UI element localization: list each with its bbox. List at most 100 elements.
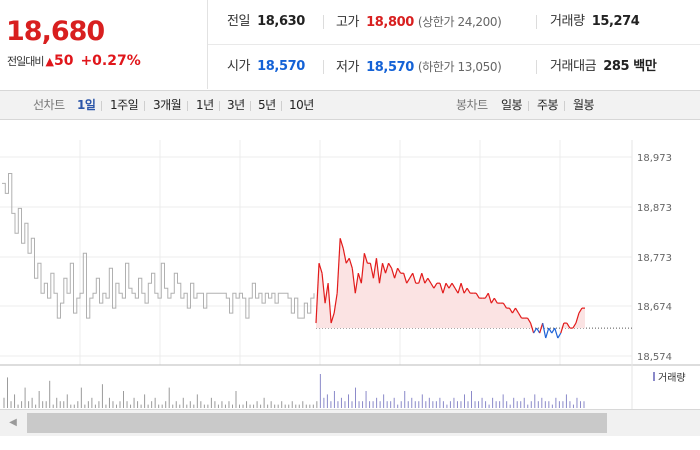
today-price-segment	[539, 322, 544, 334]
divider	[219, 101, 220, 111]
today-price-segment	[572, 322, 577, 329]
today-price-segment	[533, 327, 538, 334]
high-label: 고가	[336, 15, 360, 30]
stats-row: 전일 18,630 고가 18,800 (상한가 24,200) 거래량 15,274	[208, 0, 700, 45]
divider	[187, 101, 188, 111]
today-price-segment	[430, 282, 435, 289]
today-price-segment	[363, 253, 368, 264]
today-price-segment	[463, 287, 468, 294]
today-price-segment	[345, 257, 350, 264]
chart-scrollbar[interactable]: ◀	[0, 409, 700, 436]
price-chart-svg: 18,973 18,873 18,773 18,674 18,574 거래량	[0, 140, 700, 410]
today-price-segment	[369, 263, 375, 279]
today-price-segment	[384, 263, 390, 274]
y-tick-label: 18,674	[637, 302, 672, 313]
today-price-segment	[339, 238, 344, 249]
today-price-segment	[439, 283, 444, 294]
today-price-segment	[475, 292, 480, 299]
tab-monthly-candle[interactable]: 월봉	[573, 98, 595, 112]
volume-value: 15,274	[591, 14, 640, 29]
tab-5year[interactable]: 5년	[258, 98, 276, 112]
today-price-segment	[554, 327, 559, 339]
today-price-segment	[460, 283, 465, 294]
today-price-segment	[394, 268, 399, 279]
today-price-segment	[342, 248, 347, 264]
current-price: 18,680	[6, 16, 105, 47]
today-price-segment	[484, 292, 489, 299]
price-chart: 18,973 18,873 18,773 18,674 18,574 거래량	[0, 120, 700, 410]
today-price-segment	[454, 287, 459, 294]
today-price-segment	[327, 283, 332, 324]
today-price-segment	[536, 327, 541, 334]
prev-close-value: 18,630	[257, 14, 305, 29]
upper-limit: (상한가 24,200)	[417, 15, 502, 29]
tab-1day[interactable]: 1일	[77, 98, 96, 112]
open-label: 시가	[227, 59, 251, 74]
today-price-segment	[566, 322, 571, 329]
prev-close-stat: 전일 18,630	[227, 0, 305, 44]
trade-value-value: 285 백만	[603, 59, 657, 74]
stats-table: 전일 18,630 고가 18,800 (상한가 24,200) 거래량 15,274 …	[208, 0, 700, 89]
tab-3year[interactable]: 3년	[227, 98, 245, 112]
today-price-segment	[514, 307, 520, 314]
volume-label: 거래량	[550, 14, 585, 29]
today-price-segment	[330, 312, 335, 324]
open-stat: 시가 18,570	[227, 45, 305, 89]
volume-stat: 거래량 15,274	[550, 0, 640, 44]
today-price-segment	[321, 273, 326, 304]
today-price-segment	[354, 273, 359, 294]
price-change: 전일대비 ▲50 +0.27%	[7, 53, 141, 69]
today-price-segment	[357, 273, 362, 284]
tab-1year[interactable]: 1년	[196, 98, 214, 112]
today-price-segment	[466, 287, 471, 294]
today-price-segment	[388, 262, 393, 269]
tab-daily-candle[interactable]: 일봉	[501, 98, 523, 112]
today-price-segment	[578, 307, 583, 314]
today-price-segment	[333, 293, 338, 314]
volume-legend-swatch	[653, 372, 655, 381]
tab-3month[interactable]: 3개월	[153, 98, 182, 112]
today-price-segment	[448, 282, 453, 289]
today-price-segment	[427, 277, 432, 284]
today-price-segment	[487, 292, 492, 304]
prev-close-label: 전일	[227, 14, 251, 29]
today-price-segment	[545, 327, 550, 339]
chart-period-tabs: 선차트 1일 1주일 3개월 1년 3년 5년 10년 봉차트 일봉 주봉 월봉	[0, 90, 700, 120]
low-label: 저가	[336, 60, 360, 75]
tab-10year[interactable]: 10년	[289, 98, 314, 112]
today-price-segment	[375, 258, 381, 284]
today-price-segment	[530, 322, 535, 334]
today-price-segment	[527, 317, 532, 324]
low-value: 18,570	[366, 60, 414, 75]
scrollbar-thumb[interactable]	[27, 413, 607, 433]
today-price-segment	[490, 297, 495, 304]
divider	[564, 101, 565, 111]
today-price-segment	[381, 263, 387, 274]
y-tick-label: 18,773	[637, 253, 672, 264]
today-price-segment	[397, 267, 402, 274]
y-tick-label: 18,574	[637, 352, 672, 363]
today-price-segment	[348, 258, 353, 269]
divider	[323, 60, 324, 74]
volume-legend: 거래량	[658, 372, 686, 384]
today-price-segment	[433, 282, 438, 289]
today-price-segment	[360, 253, 365, 284]
tab-weekly-candle[interactable]: 주봉	[537, 98, 559, 112]
change-label: 전일대비	[7, 55, 44, 68]
today-price-segment	[324, 283, 329, 304]
today-price-segment	[557, 332, 562, 339]
quote-panel: 18,680 전일대비 ▲50 +0.27% 전일 18,630 고가 18,800 (상…	[0, 0, 700, 90]
today-price-segment	[336, 238, 341, 294]
today-price-segment	[409, 272, 414, 279]
line-chart-label: 선차트	[33, 98, 65, 112]
y-tick-label: 18,873	[637, 203, 672, 214]
scroll-left-icon[interactable]: ◀	[9, 417, 17, 428]
divider	[323, 15, 324, 29]
tab-1week[interactable]: 1주일	[110, 98, 139, 112]
divider	[101, 101, 102, 111]
today-price-segment	[551, 327, 556, 334]
quote-summary: 18,680 전일대비 ▲50 +0.27%	[0, 0, 208, 89]
divider	[536, 15, 537, 29]
today-price-segment	[351, 268, 356, 294]
today-price-segment	[421, 273, 426, 284]
